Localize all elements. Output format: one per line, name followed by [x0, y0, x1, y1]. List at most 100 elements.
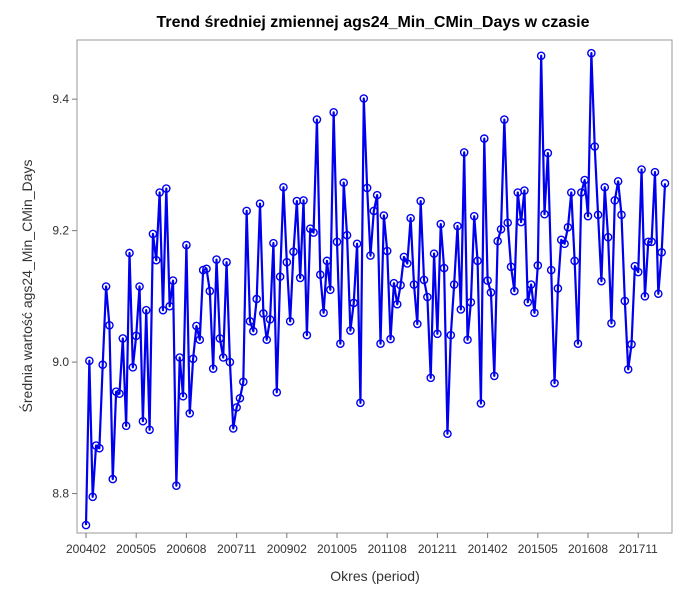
data-point	[416, 196, 425, 206]
data-point	[533, 261, 543, 270]
data-point	[590, 142, 600, 151]
data-point	[108, 474, 118, 484]
data-point	[188, 354, 198, 364]
data-point	[607, 319, 616, 328]
data-point	[259, 309, 268, 318]
data-point	[633, 267, 643, 277]
data-point	[212, 255, 221, 264]
data-point	[483, 276, 492, 285]
data-point	[326, 285, 335, 295]
data-point	[456, 305, 466, 314]
data-point	[640, 292, 650, 301]
data-point	[449, 280, 459, 289]
data-point	[583, 211, 593, 221]
data-point	[463, 335, 472, 345]
data-point	[222, 257, 231, 267]
data-point	[372, 190, 382, 200]
data-point	[295, 273, 305, 283]
data-point	[182, 240, 191, 250]
data-point	[362, 183, 372, 193]
y-axis-label: Średnia wartość ags24_Min_CMin_Days	[18, 160, 35, 413]
data-point	[148, 229, 158, 239]
data-point	[332, 237, 342, 247]
x-tick-label: 201711	[619, 542, 658, 556]
data-point	[175, 353, 185, 362]
data-point	[536, 51, 546, 61]
x-tick-label: 201211	[418, 542, 457, 556]
data-point	[299, 196, 308, 205]
data-point	[242, 206, 251, 216]
data-point	[563, 223, 573, 232]
data-point	[228, 424, 238, 433]
data-point	[252, 294, 261, 304]
data-point	[610, 196, 620, 205]
data-point	[409, 280, 419, 289]
x-tick-label: 201608	[568, 542, 608, 556]
data-point	[285, 317, 295, 326]
data-point	[168, 276, 178, 285]
data-point	[265, 315, 275, 324]
data-point	[476, 399, 486, 408]
data-point	[215, 334, 225, 343]
x-axis-label: Okres (period)	[330, 568, 419, 584]
data-point	[88, 492, 97, 502]
y-tick-label: 9.2	[52, 224, 69, 238]
data-point	[138, 416, 148, 426]
data-point	[162, 184, 171, 193]
data-point	[530, 308, 539, 318]
data-point	[349, 298, 359, 308]
data-point	[125, 248, 134, 258]
x-tick-label: 201005	[317, 542, 357, 556]
data-point	[520, 186, 529, 195]
data-point	[145, 425, 154, 435]
data-point	[105, 320, 114, 330]
data-point	[399, 252, 409, 262]
data-point	[466, 297, 476, 307]
data-point	[510, 286, 519, 296]
data-point	[342, 230, 352, 240]
data-point	[269, 238, 278, 248]
data-point	[232, 403, 241, 412]
data-point	[118, 334, 128, 343]
data-point	[195, 335, 205, 345]
data-point	[98, 360, 108, 370]
x-tick-label: 200402	[66, 542, 106, 556]
data-point	[95, 443, 104, 453]
data-point	[540, 209, 549, 219]
data-point	[115, 389, 124, 398]
data-point	[245, 317, 255, 326]
data-point	[566, 188, 576, 197]
data-point	[523, 297, 533, 307]
data-point	[623, 365, 633, 374]
data-point	[275, 272, 285, 281]
data-point	[352, 239, 362, 249]
data-point	[81, 520, 91, 530]
data-point	[329, 108, 338, 117]
series-points	[81, 48, 670, 530]
data-point	[627, 340, 636, 349]
data-point	[637, 165, 646, 174]
data-point	[553, 284, 563, 293]
data-point	[135, 282, 144, 291]
data-point	[613, 177, 623, 186]
data-point	[620, 296, 630, 306]
data-point	[543, 148, 553, 158]
data-point	[459, 148, 469, 157]
data-point	[376, 339, 385, 348]
data-point	[346, 326, 355, 335]
data-point	[379, 211, 389, 220]
data-point	[315, 270, 325, 279]
data-point	[336, 339, 345, 348]
data-point	[597, 276, 606, 286]
data-point	[506, 262, 516, 272]
data-point	[593, 210, 603, 220]
data-point	[392, 299, 402, 309]
data-point	[359, 94, 369, 103]
data-point	[208, 364, 218, 373]
plot-frame	[76, 39, 673, 534]
data-point	[386, 334, 395, 344]
series-line	[84, 52, 667, 526]
data-point	[339, 178, 349, 187]
data-point	[650, 167, 660, 177]
